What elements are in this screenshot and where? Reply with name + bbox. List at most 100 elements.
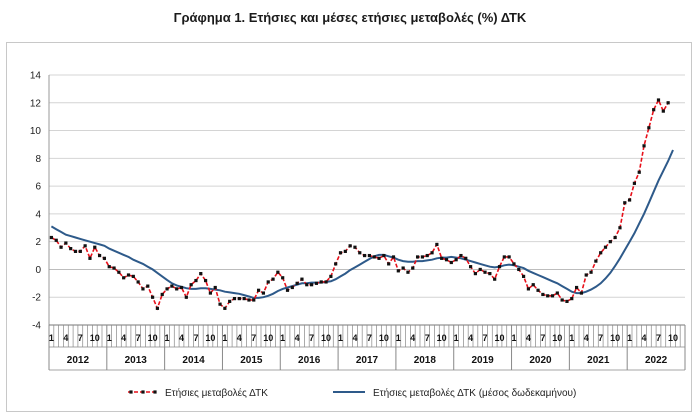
x-month-label: 7 [251, 333, 256, 343]
data-point [488, 272, 491, 275]
x-month-label: 10 [321, 333, 331, 343]
data-point [79, 250, 82, 253]
data-point [638, 171, 641, 174]
x-month-label: 4 [352, 333, 357, 343]
x-month-label: 1 [107, 333, 112, 343]
data-point [445, 258, 448, 261]
x-month-label: 7 [367, 333, 372, 343]
series-average-line [51, 150, 673, 298]
data-point [575, 286, 578, 289]
data-point [358, 251, 361, 254]
legend-annual-label: Ετήσιες μεταβολές ΔΤΚ [165, 387, 268, 399]
x-month-label: 1 [338, 333, 343, 343]
data-point [132, 275, 135, 278]
data-point [430, 251, 433, 254]
data-point [204, 279, 207, 282]
data-point [416, 255, 419, 258]
data-point [421, 255, 424, 258]
x-month-label: 4 [410, 333, 415, 343]
x-month-label: 4 [642, 333, 647, 343]
data-point [252, 298, 255, 301]
y-tick-label: -2 [32, 293, 41, 304]
data-point [440, 257, 443, 260]
data-point [262, 291, 265, 294]
x-year-label: 2022 [645, 355, 668, 366]
data-point [614, 236, 617, 239]
x-month-label: 10 [552, 333, 562, 343]
y-axis: 14 12 10 8 6 4 2 0 -2 -4 [30, 71, 49, 332]
data-point [508, 255, 511, 258]
data-point [190, 283, 193, 286]
x-month-label: 7 [78, 333, 83, 343]
data-point [117, 271, 120, 274]
data-point [127, 273, 130, 276]
data-point [565, 300, 568, 303]
x-month-label: 4 [63, 333, 68, 343]
series-annual-line [51, 100, 668, 308]
legend-marker [153, 390, 156, 393]
x-year-label: 2015 [240, 355, 263, 366]
data-point [238, 297, 241, 300]
data-point [551, 294, 554, 297]
data-point [296, 282, 299, 285]
data-point [156, 307, 159, 310]
x-year-label: 2012 [67, 355, 90, 366]
data-point [50, 236, 53, 239]
y-tick-label: 0 [35, 265, 41, 276]
legend: Ετήσιες μεταβολές ΔΤΚ Ετήσιες μεταβολές Δ… [128, 387, 576, 399]
data-point [315, 282, 318, 285]
data-point [628, 198, 631, 201]
x-year-label: 2016 [298, 355, 321, 366]
y-tick-label: 4 [35, 209, 41, 220]
data-point [455, 258, 458, 261]
data-point [276, 271, 279, 274]
data-point [556, 291, 559, 294]
data-point [633, 182, 636, 185]
data-point [305, 283, 308, 286]
x-month-label: 10 [668, 333, 678, 343]
y-tick-label: 2 [35, 237, 41, 248]
data-point [339, 251, 342, 254]
x-year-label: 2017 [356, 355, 379, 366]
data-point [329, 275, 332, 278]
data-point [334, 262, 337, 265]
data-point [541, 293, 544, 296]
data-point [161, 293, 164, 296]
data-point [257, 289, 260, 292]
data-point [368, 254, 371, 257]
y-tick-label: 8 [35, 154, 41, 165]
data-point [98, 254, 101, 257]
x-year-label: 2014 [182, 355, 205, 366]
x-month-label: 7 [309, 333, 314, 343]
data-point [498, 265, 501, 268]
data-point [214, 286, 217, 289]
x-month-label: 4 [237, 333, 242, 343]
data-point [402, 266, 405, 269]
y-tick-label: 6 [35, 182, 41, 193]
x-month-label: 4 [179, 333, 184, 343]
x-year-label: 2018 [414, 355, 437, 366]
y-tick-label: 12 [30, 98, 42, 109]
x-month-label: 4 [295, 333, 300, 343]
x-month-label: 1 [165, 333, 170, 343]
data-point [185, 296, 188, 299]
x-month-label: 7 [193, 333, 198, 343]
data-point [349, 244, 352, 247]
data-point [59, 246, 62, 249]
data-point [382, 254, 385, 257]
data-point [170, 285, 173, 288]
data-point [194, 279, 197, 282]
data-point [180, 286, 183, 289]
data-point [373, 255, 376, 258]
data-point [137, 280, 140, 283]
x-month-label: 10 [90, 333, 100, 343]
data-point [585, 273, 588, 276]
x-month-label: 4 [121, 333, 126, 343]
data-point [522, 275, 525, 278]
data-point [662, 110, 665, 113]
x-month-label: 10 [148, 333, 158, 343]
data-point [377, 257, 380, 260]
data-point [199, 272, 202, 275]
